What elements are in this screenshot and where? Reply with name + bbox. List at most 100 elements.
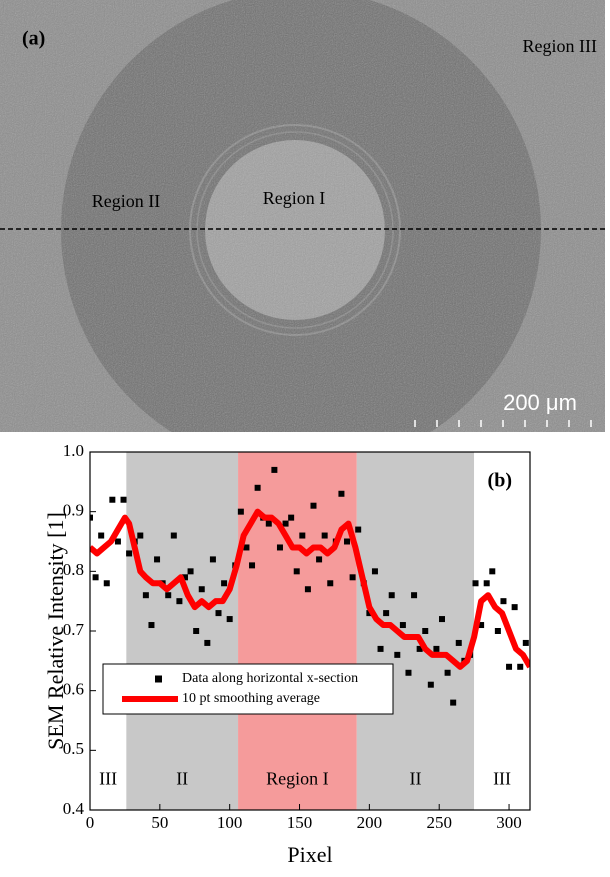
y-tick-label: 0.5 xyxy=(63,739,84,758)
data-point xyxy=(511,604,518,611)
data-point xyxy=(422,628,429,634)
region-band xyxy=(356,452,475,810)
data-point xyxy=(254,484,261,491)
legend: Data along horizontal x-section 10 pt smo… xyxy=(102,663,394,715)
region-label: Region I xyxy=(263,188,326,208)
data-point xyxy=(310,502,317,509)
data-point xyxy=(243,544,250,551)
data-point xyxy=(433,645,440,652)
data-point xyxy=(455,639,462,646)
region-band xyxy=(238,452,357,810)
data-point xyxy=(271,466,278,473)
y-tick-label: 1.0 xyxy=(63,441,84,460)
region-label: Region II xyxy=(92,191,160,211)
data-point xyxy=(92,574,99,581)
x-tick-label: 150 xyxy=(287,813,313,832)
data-point xyxy=(282,520,289,527)
region-band xyxy=(474,452,530,810)
scale-bar-label: 200 μm xyxy=(503,390,577,415)
data-point xyxy=(109,496,116,503)
data-point xyxy=(316,556,323,563)
data-point xyxy=(327,580,334,587)
data-point xyxy=(427,681,434,688)
data-point xyxy=(383,610,390,617)
data-point xyxy=(478,622,485,629)
data-point xyxy=(321,532,328,539)
data-point xyxy=(148,622,155,629)
data-point xyxy=(198,586,205,593)
data-point xyxy=(276,544,283,551)
data-point xyxy=(338,490,345,497)
x-tick-label: 50 xyxy=(151,813,168,832)
data-point xyxy=(377,645,384,652)
legend-box xyxy=(102,663,394,715)
x-tick-label: 200 xyxy=(357,813,383,832)
data-point xyxy=(137,532,144,539)
data-point xyxy=(344,538,351,545)
panel-label: (b) xyxy=(488,470,512,492)
y-axis-label: SEM Relative Intensity [1] xyxy=(43,512,68,750)
data-point xyxy=(288,514,295,521)
panel-label: (a) xyxy=(22,28,45,50)
region-label: Region III xyxy=(523,36,597,56)
y-tick-label: 0.9 xyxy=(63,501,84,520)
data-point xyxy=(444,669,451,676)
data-point xyxy=(226,616,233,623)
data-point xyxy=(90,514,93,521)
data-point xyxy=(187,568,194,575)
data-point xyxy=(371,568,378,575)
data-point xyxy=(349,574,356,581)
data-point xyxy=(399,622,406,629)
data-point xyxy=(494,628,501,634)
data-point xyxy=(299,532,306,539)
region-label: III xyxy=(493,768,511,788)
data-point xyxy=(439,616,445,623)
smooth-line xyxy=(90,508,530,670)
legend-label: Data along horizontal x-section xyxy=(182,671,358,686)
data-point xyxy=(176,598,183,605)
data-point xyxy=(181,574,188,581)
data-point xyxy=(142,592,149,599)
data-point xyxy=(249,562,256,569)
y-tick-label: 0.7 xyxy=(63,620,85,639)
data-point xyxy=(506,663,513,670)
region-band xyxy=(90,452,127,810)
data-point xyxy=(366,610,373,617)
data-point xyxy=(204,639,211,646)
x-tick-label: 100 xyxy=(217,813,243,832)
data-point xyxy=(221,580,228,587)
data-point xyxy=(170,532,177,539)
data-point xyxy=(293,568,300,575)
x-tick-label: 300 xyxy=(496,813,522,832)
x-tick-label: 0 xyxy=(86,813,95,832)
data-point xyxy=(237,508,244,515)
region-label: II xyxy=(176,768,188,788)
data-point xyxy=(394,651,401,658)
y-tick-label: 0.4 xyxy=(63,799,85,818)
data-point xyxy=(500,598,507,605)
data-point xyxy=(126,550,133,557)
data-point xyxy=(355,526,362,533)
scale-ticks xyxy=(414,420,592,427)
region-label: III xyxy=(99,768,117,788)
data-point xyxy=(489,568,496,575)
data-point xyxy=(450,699,457,706)
data-point xyxy=(165,592,172,599)
sem-image: (a) Region III Region II Region I 200 μm xyxy=(0,0,605,432)
legend-marker xyxy=(155,675,162,683)
data-point xyxy=(483,580,490,587)
data-point xyxy=(193,628,200,634)
y-tick-label: 0.8 xyxy=(63,560,84,579)
x-tick-label: 250 xyxy=(426,813,452,832)
data-point xyxy=(215,610,222,617)
x-axis-label: Pixel xyxy=(287,842,332,867)
data-point xyxy=(154,556,161,563)
region-label: Region I xyxy=(266,768,329,788)
data-point xyxy=(265,520,272,527)
data-point xyxy=(103,580,110,587)
data-point xyxy=(472,580,479,587)
legend-label: 10 pt smoothing average xyxy=(182,691,320,706)
